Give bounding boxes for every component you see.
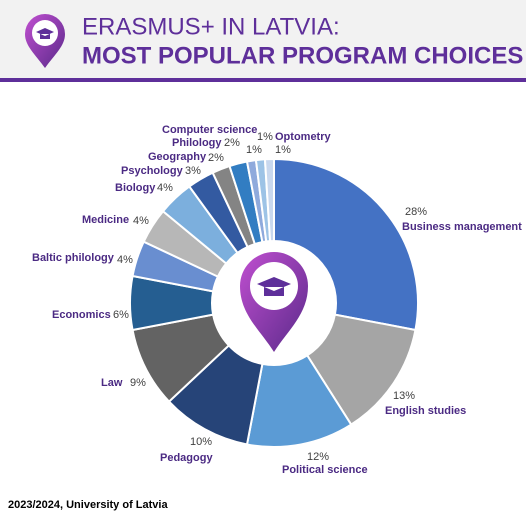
slice-name-label: Pedagogy bbox=[160, 452, 213, 464]
header-band bbox=[0, 0, 526, 78]
slice-value-label: 9% bbox=[130, 377, 146, 389]
slice-value-label: 1% bbox=[275, 144, 291, 156]
slice-name-label: Biology bbox=[115, 182, 156, 194]
slice-name-label: Political science bbox=[282, 464, 368, 476]
slice-value-label: 6% bbox=[113, 309, 129, 321]
header-pin-icon bbox=[25, 14, 65, 68]
slice-value-label: 1% bbox=[246, 144, 262, 156]
slice-name-label: Medicine bbox=[82, 214, 129, 226]
slice-value-label: 13% bbox=[393, 390, 415, 402]
slice-value-label: 4% bbox=[133, 215, 149, 227]
donut-slice bbox=[273, 157, 419, 332]
slice-value-label: 4% bbox=[157, 182, 173, 194]
slice-name-label: Computer science bbox=[162, 124, 257, 136]
slice-name-label: Optometry bbox=[275, 131, 332, 143]
slice-name-label: Economics bbox=[52, 309, 111, 321]
slice-name-label: Baltic philology bbox=[32, 252, 115, 264]
slice-name-label: Law bbox=[101, 377, 123, 389]
slice-name-label: Geography bbox=[148, 151, 207, 163]
donut-slice bbox=[263, 157, 275, 243]
slice-value-label: 2% bbox=[224, 137, 240, 149]
title: ERASMUS+ IN LATVIA: bbox=[82, 13, 340, 40]
donut bbox=[129, 157, 419, 448]
slice-value-label: 3% bbox=[185, 165, 201, 177]
slice-value-label: 2% bbox=[208, 152, 224, 164]
slice-name-label: English studies bbox=[385, 405, 466, 417]
slice-value-label: 12% bbox=[307, 451, 329, 463]
footnote: 2023/2024, University of Latvia bbox=[8, 499, 168, 511]
slice-value-label: 1% bbox=[257, 131, 273, 143]
slice-value-label: 10% bbox=[190, 436, 212, 448]
subtitle: MOST POPULAR PROGRAM CHOICES bbox=[82, 42, 523, 69]
slice-value-label: 28% bbox=[405, 206, 427, 218]
slice-name-label: Psychology bbox=[121, 165, 184, 177]
slice-name-label: Business management bbox=[402, 221, 522, 233]
slice-value-label: 4% bbox=[117, 254, 133, 266]
center-pin-icon bbox=[240, 252, 308, 352]
slice-name-label: Philology bbox=[172, 137, 222, 149]
header-rule bbox=[0, 78, 526, 82]
